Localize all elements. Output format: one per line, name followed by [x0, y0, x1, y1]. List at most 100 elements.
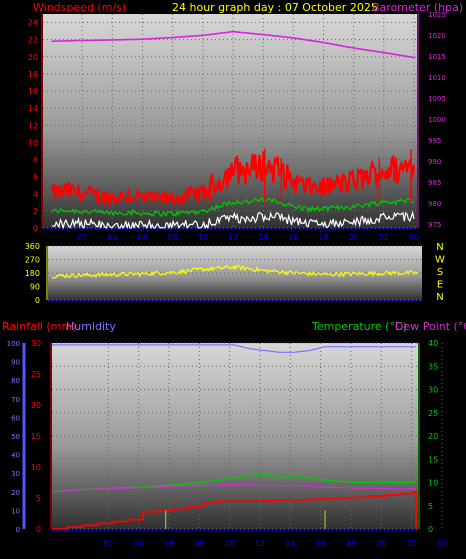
wind-panel-series	[50, 30, 416, 231]
wind-x-tick: 04	[107, 233, 117, 242]
direction-panel-series	[51, 264, 419, 279]
wind-y-tick: 4	[33, 190, 38, 199]
rain-x-tick: 04	[134, 539, 144, 548]
wind-y-tick: 8	[33, 156, 38, 165]
direction-y-tick: 360	[25, 242, 40, 251]
rainfall-y-tick: 30	[31, 339, 41, 348]
rain-x-tick: 20	[376, 539, 386, 548]
barometer-y-tick: 985	[428, 179, 441, 187]
compass-tick: N	[436, 242, 443, 253]
barometer-y-tick: 1010	[428, 74, 446, 82]
barometer-y-tick: 1005	[428, 95, 446, 103]
barometer-y-tick: 995	[428, 137, 441, 145]
direction-y-tick: 90	[30, 283, 40, 292]
rainfall-y-tick: 20	[31, 401, 41, 410]
wind-y-tick: 12	[28, 121, 38, 130]
barometer-point	[51, 40, 53, 42]
temperature-y-tick: 30	[428, 386, 438, 395]
temperature-y-tick: 25	[428, 409, 438, 418]
rainfall-y-tick: 10	[31, 463, 41, 472]
humidity-y-tick: 70	[11, 396, 20, 404]
temperature-y-tick: 15	[428, 455, 438, 464]
direction-y-tick: 180	[25, 269, 40, 278]
dewpoint-line	[51, 483, 416, 493]
temperature-y-tick: 20	[428, 432, 438, 441]
windspeed-axis-title: Windspeed (m/s)	[33, 1, 126, 14]
humidity-y-tick: 50	[11, 433, 20, 441]
wind-y-tick: 10	[28, 138, 38, 147]
humidity-y-tick: 90	[11, 359, 20, 367]
wind-x-tick: 12	[228, 233, 238, 242]
rainfall-y-tick: 0	[36, 525, 41, 534]
temperature-y-tick: 0	[428, 525, 433, 534]
barometer-y-tick: 1025	[428, 11, 446, 19]
rain-x-tick: 12	[255, 539, 265, 548]
wind-x-tick: 18	[318, 233, 328, 242]
barometer-y-tick: 1020	[428, 32, 446, 40]
humidity-y-tick: 60	[11, 414, 20, 422]
compass-tick: W	[435, 255, 445, 266]
windspeed-minimum-line	[51, 210, 415, 231]
barometer-point	[413, 57, 415, 59]
temperature-y-tick: 5	[428, 502, 433, 511]
barometer-y-tick: 1015	[428, 53, 446, 61]
barometer-point	[202, 34, 204, 37]
barometer-point	[383, 52, 385, 54]
wind-direction-line	[51, 264, 419, 279]
barometer-y-tick: 975	[428, 221, 441, 229]
wind-y-tick: 2	[33, 207, 38, 216]
wind-x-tick: 16	[288, 233, 298, 242]
humidity-y-tick: 20	[11, 489, 20, 497]
wind-x-tick: 02	[77, 233, 87, 242]
wind-y-tick: 14	[28, 104, 38, 113]
wind-x-tick: 14	[258, 233, 268, 242]
direction-y-tick: 270	[25, 256, 40, 265]
wind-y-tick: 24	[28, 19, 38, 28]
rain-panel-series	[51, 344, 417, 530]
barometer-point	[353, 47, 355, 49]
barometer-point	[81, 39, 83, 42]
temperature-y-tick: 40	[428, 339, 438, 348]
rain-x-tick: 16	[316, 539, 326, 548]
humidity-y-tick: 10	[11, 507, 20, 515]
direction-y-tick: 0	[35, 296, 40, 305]
rain-x-tick: 10	[225, 539, 235, 548]
rain-x-tick: 00	[437, 539, 447, 548]
wind-x-tick: 08	[168, 233, 178, 242]
rain-x-tick: 14	[285, 539, 295, 548]
rain-panel-grid	[52, 342, 443, 530]
temperature-y-tick: 35	[428, 362, 438, 371]
humidity-y-tick: 0	[16, 526, 20, 534]
barometer-point	[172, 36, 174, 39]
rain-x-tick: 08	[194, 539, 204, 548]
wind-x-tick: 22	[379, 233, 389, 242]
humidity-y-tick: 80	[11, 377, 20, 385]
temperature-y-tick: 10	[428, 479, 438, 488]
compass-tick: S	[437, 267, 443, 278]
wind-y-tick: 6	[33, 173, 38, 182]
rainfall-y-tick: 15	[31, 432, 41, 441]
compass-tick: E	[437, 280, 443, 291]
humidity-line	[52, 344, 416, 353]
barometer-point	[262, 33, 264, 36]
temperature-axis-title: Temperature (°C)	[311, 320, 407, 333]
wind-y-tick: 20	[28, 53, 38, 62]
wind-y-tick: 0	[33, 224, 38, 233]
rain-x-tick: 06	[164, 539, 174, 548]
rain-x-tick: 22	[407, 539, 417, 548]
wind-y-tick: 18	[28, 70, 38, 79]
windspeed-gust-line	[50, 151, 416, 207]
compass-tick: N	[436, 292, 443, 303]
humidity-y-tick: 30	[11, 470, 20, 478]
humidity-y-tick: 100	[7, 340, 20, 348]
rain-x-tick: 02	[103, 539, 113, 548]
wind-y-tick: 16	[28, 87, 38, 96]
humidity-axis-title: Humidity	[66, 320, 116, 333]
barometer-point	[322, 41, 325, 44]
barometer-y-tick: 1000	[428, 116, 446, 124]
barometer-point	[232, 31, 234, 33]
rainfall-y-tick: 25	[31, 370, 41, 379]
rainfall-line	[52, 490, 417, 530]
